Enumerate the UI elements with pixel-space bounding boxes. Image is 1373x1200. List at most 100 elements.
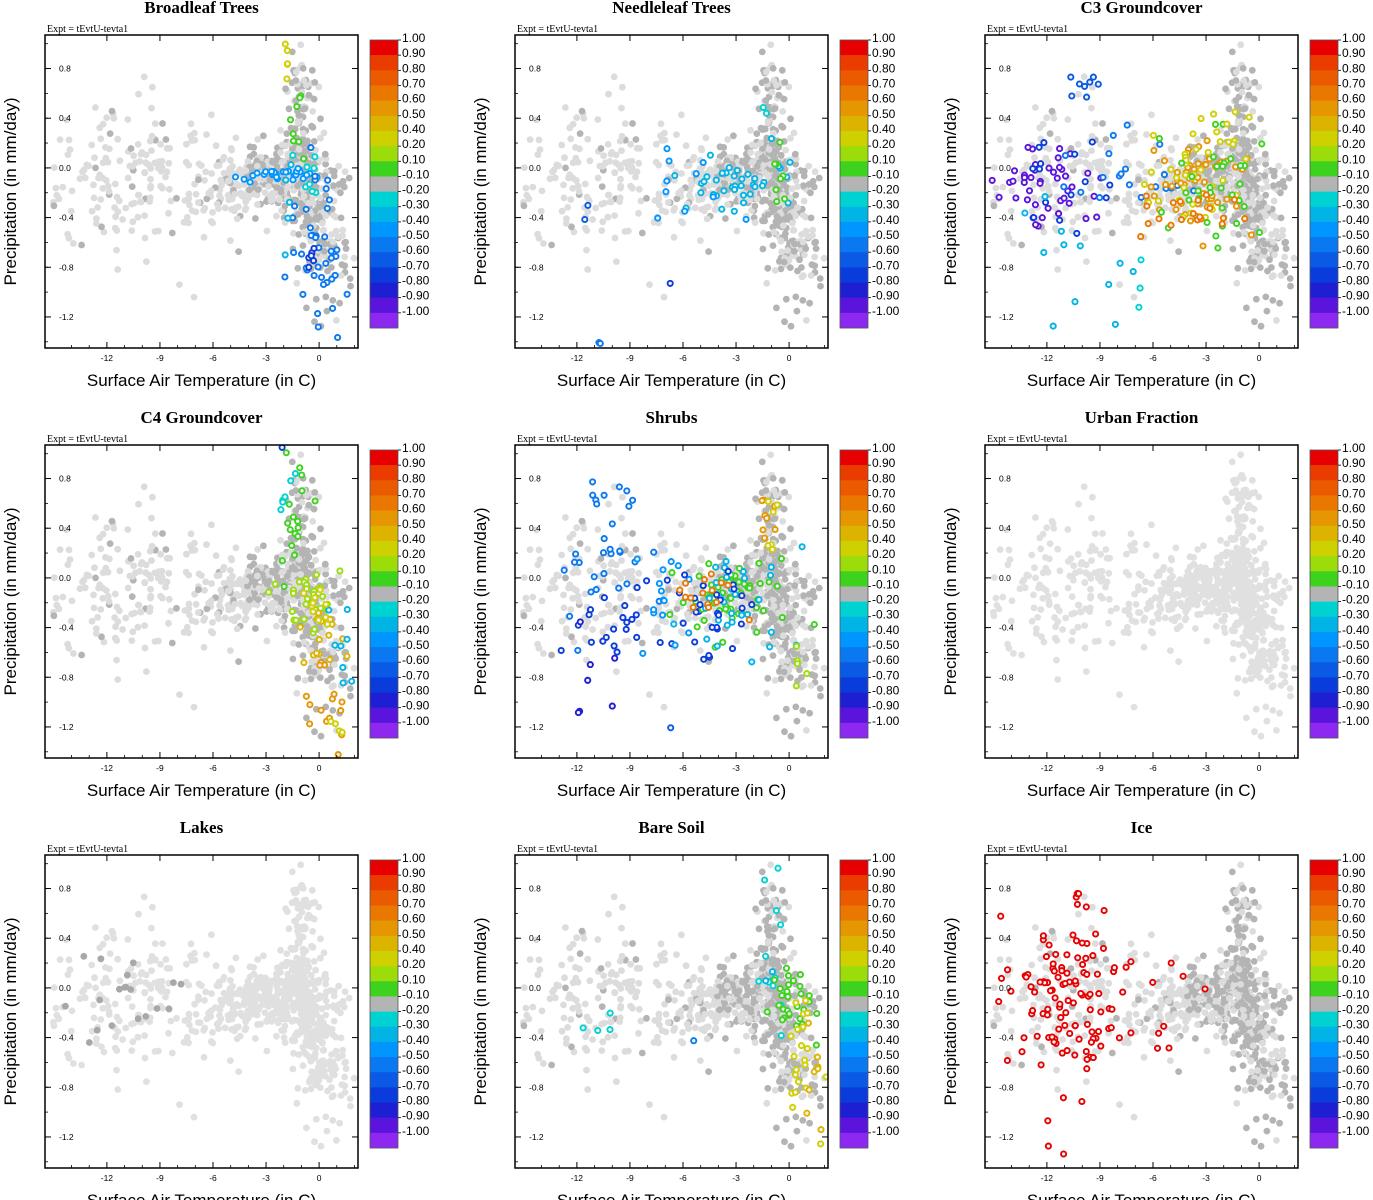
point [598, 183, 606, 191]
point [209, 619, 216, 626]
point [761, 217, 769, 225]
y-tick-label: 0.0 [59, 163, 71, 173]
point [59, 183, 67, 191]
point [1249, 199, 1257, 207]
point [272, 567, 279, 575]
colorbar-label: -0.20 [402, 593, 430, 607]
point [1035, 143, 1043, 151]
point [633, 144, 641, 152]
point [305, 91, 313, 99]
point [812, 245, 820, 253]
point [343, 635, 351, 643]
point [192, 600, 200, 608]
point [250, 554, 258, 561]
point [1175, 248, 1182, 256]
x-tick-label: -12 [1041, 353, 1054, 363]
point [731, 599, 739, 606]
point [317, 544, 324, 552]
point [584, 135, 592, 143]
point [97, 545, 105, 553]
point [1111, 320, 1119, 328]
point [324, 176, 332, 184]
point [191, 129, 198, 137]
point [322, 570, 329, 578]
point [322, 613, 330, 621]
point [1150, 192, 1158, 200]
point [113, 246, 120, 254]
point [760, 639, 767, 647]
point [281, 493, 289, 501]
point [67, 617, 75, 625]
point [1071, 298, 1079, 306]
point [807, 599, 814, 607]
point [1237, 41, 1245, 49]
point [730, 207, 738, 215]
point [316, 194, 324, 202]
point [1077, 188, 1085, 196]
point [90, 604, 98, 612]
point [317, 732, 325, 740]
point [114, 135, 122, 143]
colorbar-frame [369, 449, 399, 739]
point [1086, 78, 1094, 86]
point [143, 668, 150, 675]
point [147, 585, 154, 593]
point [748, 551, 756, 559]
point [611, 169, 618, 176]
point [273, 622, 280, 630]
point [1209, 153, 1218, 161]
point [300, 539, 307, 547]
point [203, 541, 210, 548]
point [297, 200, 305, 207]
colorbar-swatch [370, 480, 398, 496]
point [775, 91, 783, 99]
point [1030, 194, 1038, 202]
x-tick-label: -6 [1149, 353, 1157, 363]
point [767, 200, 775, 207]
point [1031, 154, 1038, 162]
point [142, 159, 150, 167]
point [314, 263, 322, 271]
point [313, 649, 321, 657]
point [617, 175, 624, 183]
point [227, 647, 234, 654]
point [638, 229, 646, 237]
point [342, 245, 350, 253]
point [1235, 145, 1243, 153]
point [683, 162, 691, 170]
point [63, 526, 70, 534]
point [1147, 183, 1155, 191]
point [635, 209, 642, 217]
point [241, 206, 249, 214]
point [1218, 204, 1226, 212]
colorbar-label: 0.40 [402, 122, 426, 136]
point [314, 310, 322, 318]
point [663, 177, 671, 185]
x-tick-label: -12 [101, 763, 114, 773]
point [616, 194, 624, 202]
point [1194, 160, 1202, 168]
y-tick-label: -0.4 [59, 213, 74, 223]
point [249, 172, 257, 180]
x-tick-label: -6 [209, 353, 217, 363]
point [346, 275, 354, 282]
point [1046, 130, 1054, 138]
point [341, 578, 349, 586]
point [1249, 222, 1257, 230]
panel-title: Shrubs [646, 408, 698, 427]
y-axis-label: Precipitation (in mm/day) [1, 507, 20, 695]
point [759, 655, 767, 663]
point [315, 83, 323, 91]
point [92, 574, 99, 582]
point [1206, 204, 1214, 212]
point [1131, 129, 1138, 137]
point [562, 220, 570, 227]
point [1248, 122, 1255, 130]
point [1234, 264, 1242, 272]
point [124, 174, 132, 182]
colorbar-label: 0.80 [872, 61, 896, 75]
point [173, 194, 180, 202]
point [289, 589, 297, 597]
point [1266, 256, 1273, 264]
colorbar-label: -0.90 [872, 289, 900, 303]
